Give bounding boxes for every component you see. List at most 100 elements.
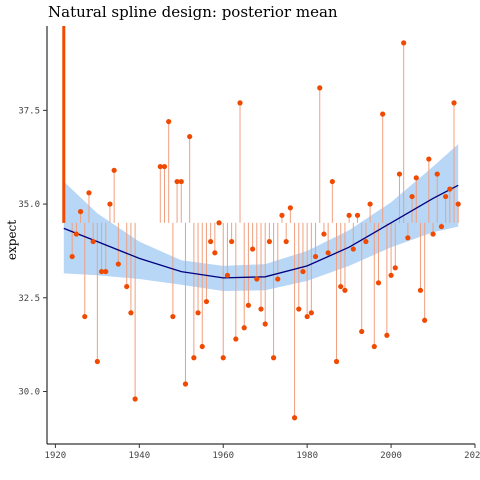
data-point xyxy=(350,246,356,252)
data-point xyxy=(69,253,75,260)
y-tick-label: 32.5 xyxy=(18,294,40,304)
data-point xyxy=(333,358,340,365)
data-point xyxy=(166,118,172,125)
data-point xyxy=(329,178,335,185)
data-point xyxy=(254,276,260,282)
data-point xyxy=(174,178,180,185)
data-point xyxy=(132,396,138,402)
data-point xyxy=(447,186,453,192)
data-point xyxy=(367,201,373,207)
data-point xyxy=(258,306,264,312)
data-point xyxy=(392,265,398,271)
data-point xyxy=(388,272,394,278)
data-point xyxy=(224,272,231,278)
data-point xyxy=(229,238,235,245)
data-point xyxy=(396,171,403,177)
data-point xyxy=(359,328,365,335)
data-point xyxy=(220,355,226,361)
data-point xyxy=(98,268,105,275)
data-point xyxy=(216,220,222,226)
data-point xyxy=(321,231,327,237)
data-point xyxy=(73,231,79,237)
data-point xyxy=(346,212,352,218)
data-point xyxy=(107,201,113,207)
mean-line xyxy=(63,184,459,279)
data-point xyxy=(401,40,407,46)
data-point xyxy=(413,175,419,181)
data-point xyxy=(157,163,163,170)
data-point xyxy=(375,280,382,286)
data-point xyxy=(279,212,285,218)
data-point xyxy=(191,355,197,361)
data-point xyxy=(182,381,189,387)
data-point xyxy=(380,111,386,117)
data-point xyxy=(161,163,168,170)
data-point xyxy=(199,343,205,350)
data-point xyxy=(203,298,210,305)
data-point xyxy=(312,253,319,260)
x-tick-label: 1980 xyxy=(296,451,318,461)
data-point xyxy=(434,171,440,177)
data-point xyxy=(283,238,289,245)
y-axis-ticks: 30.0 32.5 35.0 37.5 xyxy=(18,106,47,398)
data-point xyxy=(241,325,247,331)
data-point xyxy=(212,250,218,256)
data-point xyxy=(187,133,193,140)
x-tick-label: 2000 xyxy=(380,451,402,461)
data-point xyxy=(363,238,369,245)
x-tick-label: 1920 xyxy=(45,451,67,461)
data-point xyxy=(237,100,243,106)
data-point xyxy=(270,355,277,361)
data-point xyxy=(405,235,411,241)
data-point xyxy=(245,302,252,308)
data-point xyxy=(308,310,314,316)
data-point xyxy=(115,261,121,267)
data-point xyxy=(170,313,176,320)
data-point xyxy=(426,156,432,162)
data-points xyxy=(69,40,461,421)
y-tick-label: 37.5 xyxy=(18,106,40,116)
data-point xyxy=(354,212,361,218)
data-point xyxy=(208,238,214,245)
data-point xyxy=(250,246,256,252)
data-point xyxy=(317,85,323,91)
data-point xyxy=(77,208,84,215)
x-tick-label: 1940 xyxy=(128,451,150,461)
data-point xyxy=(128,310,134,316)
data-point xyxy=(438,223,445,230)
data-point xyxy=(94,358,100,365)
chart-title: Natural spline design: posterior mean xyxy=(48,3,338,21)
data-point xyxy=(86,190,92,196)
data-point xyxy=(342,287,348,293)
data-point xyxy=(124,283,130,290)
data-point xyxy=(82,313,88,320)
data-point xyxy=(325,250,331,256)
data-point xyxy=(409,193,415,200)
data-point xyxy=(338,283,344,290)
data-point xyxy=(233,336,239,342)
data-point xyxy=(455,201,461,207)
data-point xyxy=(384,332,390,338)
y-tick-label: 35.0 xyxy=(18,200,40,210)
data-point xyxy=(451,100,457,106)
data-point xyxy=(422,317,428,323)
data-point xyxy=(178,178,184,185)
data-point xyxy=(304,313,310,320)
data-point xyxy=(371,343,377,350)
data-point xyxy=(287,205,293,211)
data-point xyxy=(275,276,281,282)
band-area xyxy=(63,144,459,291)
y-tick-label: 30.0 xyxy=(18,388,40,398)
x-axis-ticks: 1920 1940 1960 1980 2000 2020 xyxy=(45,444,480,461)
data-point xyxy=(90,238,96,245)
credible-band xyxy=(63,144,459,291)
data-point xyxy=(300,268,306,275)
data-point xyxy=(195,310,201,316)
data-point xyxy=(443,193,449,200)
y-axis-label: expect xyxy=(5,220,19,260)
data-point xyxy=(291,415,298,421)
axes xyxy=(46,26,475,445)
data-point xyxy=(266,238,272,245)
data-point xyxy=(111,167,117,173)
